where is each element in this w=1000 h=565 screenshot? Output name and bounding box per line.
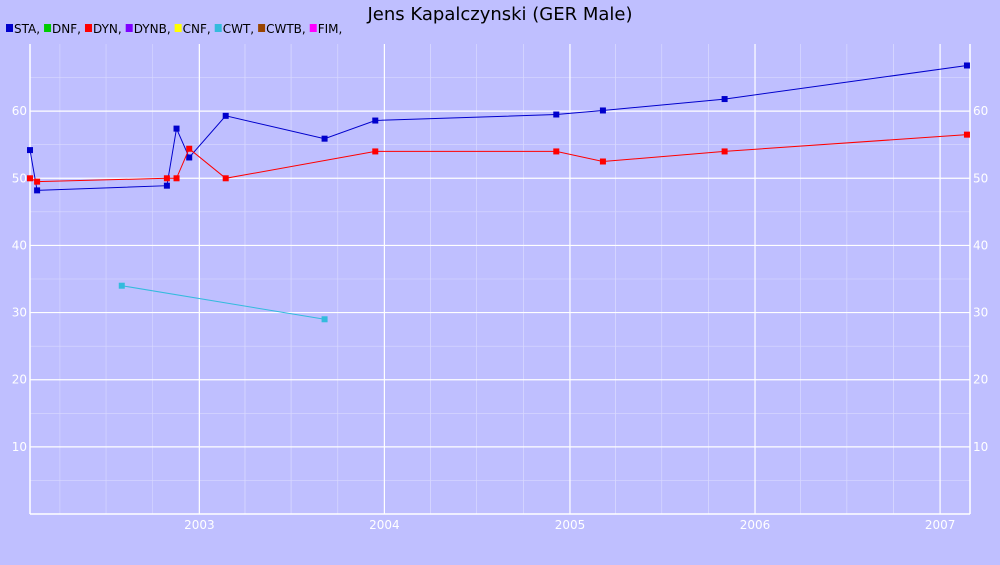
y-tick-label-left: 30 xyxy=(12,306,27,320)
data-point xyxy=(186,154,193,161)
legend-swatch xyxy=(84,24,92,32)
y-tick-label-right: 60 xyxy=(973,104,988,118)
y-tick-label-left: 10 xyxy=(12,440,27,454)
legend-label: DNF, xyxy=(52,22,81,36)
chart-title: Jens Kapalczynski (GER Male) xyxy=(366,4,632,25)
series-0 xyxy=(27,62,970,194)
data-point xyxy=(372,148,379,155)
legend-swatch xyxy=(174,24,182,32)
series-1 xyxy=(27,131,970,185)
legend-swatch xyxy=(44,24,52,32)
data-point xyxy=(222,112,229,119)
data-point xyxy=(186,145,193,152)
data-point xyxy=(963,131,970,138)
x-tick-label: 2006 xyxy=(740,518,771,532)
legend-swatch xyxy=(214,24,222,32)
y-tick-label-right: 10 xyxy=(973,440,988,454)
data-point xyxy=(118,282,125,289)
legend: STA, DNF, DYN, DYNB, CNF, CWT, CWTB, FIM, xyxy=(6,22,342,36)
x-tick-label: 2004 xyxy=(369,518,400,532)
legend-label: CWT, xyxy=(223,22,254,36)
legend-label: CWTB, xyxy=(266,22,306,36)
data-point xyxy=(163,175,170,182)
y-tick-label-right: 40 xyxy=(973,238,988,252)
y-tick-label-right: 20 xyxy=(973,373,988,387)
data-point xyxy=(34,178,41,185)
data-point xyxy=(599,107,606,114)
data-point xyxy=(34,187,41,194)
legend-swatch xyxy=(125,24,133,32)
x-tick-label: 2003 xyxy=(184,518,215,532)
legend-swatch xyxy=(258,24,266,32)
data-point xyxy=(599,158,606,165)
grid xyxy=(30,44,970,514)
data-point xyxy=(721,96,728,103)
legend-label: STA, xyxy=(14,22,40,36)
series-layer xyxy=(27,62,970,323)
series-line xyxy=(121,285,325,320)
data-point xyxy=(321,135,328,142)
y-tick-label-left: 60 xyxy=(12,104,27,118)
legend-label: DYN, xyxy=(93,22,122,36)
data-point xyxy=(963,62,970,69)
data-point xyxy=(163,182,170,189)
axes: 10 10 20 20 30 30 40 40 50 50 60 60 2003 2004 2005 2006… xyxy=(12,44,988,532)
data-point xyxy=(27,147,33,154)
series-2 xyxy=(118,282,328,323)
y-tick-label-left: 20 xyxy=(12,373,27,387)
data-point xyxy=(553,111,560,118)
data-point xyxy=(222,175,229,182)
data-point xyxy=(27,175,33,182)
y-tick-label-right: 50 xyxy=(973,171,988,185)
data-point xyxy=(553,148,560,155)
y-tick-label-left: 50 xyxy=(12,171,27,185)
x-tick-label: 2005 xyxy=(555,518,586,532)
legend-label: DYNB, xyxy=(134,22,171,36)
data-point xyxy=(173,125,180,132)
x-tick-label: 2007 xyxy=(925,518,956,532)
legend-swatch xyxy=(6,24,13,32)
data-point xyxy=(372,117,379,124)
legend-swatch xyxy=(309,24,317,32)
y-tick-label-left: 40 xyxy=(12,238,27,252)
data-point xyxy=(721,148,728,155)
series-line xyxy=(29,65,968,191)
legend-label: FIM, xyxy=(318,22,343,36)
data-point xyxy=(173,175,180,182)
y-tick-label-right: 30 xyxy=(973,306,988,320)
data-point xyxy=(321,316,328,323)
legend-label: CNF, xyxy=(183,22,211,36)
